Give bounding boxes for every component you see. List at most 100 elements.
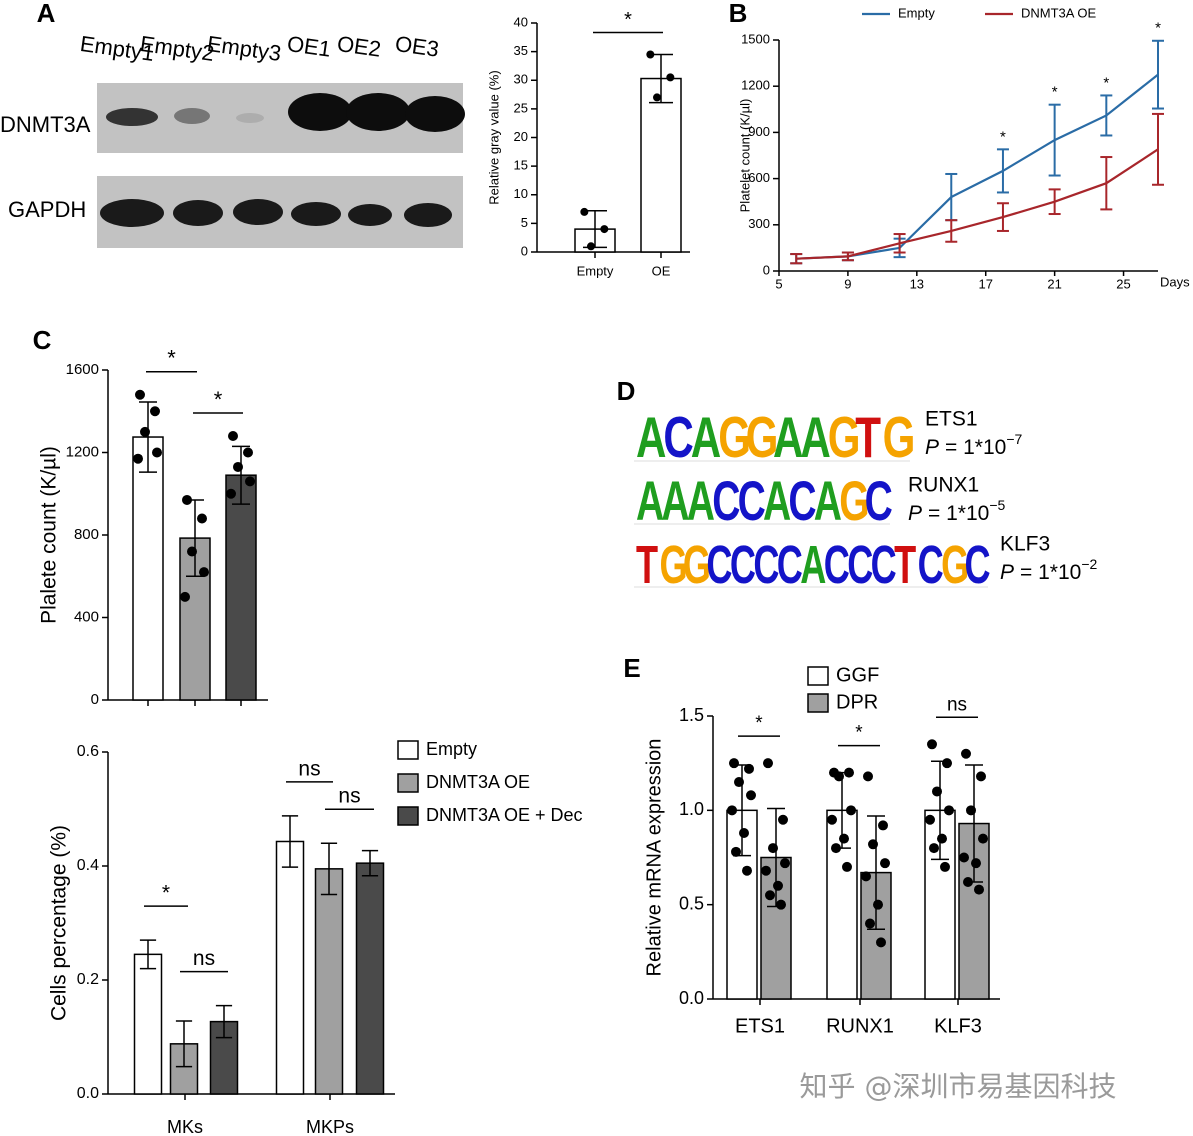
y-tick-label: 1200	[66, 443, 99, 460]
bar	[314, 868, 344, 1095]
data-point	[739, 827, 749, 838]
y-tick-label: 0	[763, 262, 770, 277]
p-symbol: P	[908, 502, 922, 525]
data-point	[963, 877, 973, 888]
motif-letter: A	[691, 404, 721, 469]
data-point	[927, 739, 937, 750]
data-point	[182, 494, 192, 505]
blot-band	[288, 93, 352, 131]
data-point	[844, 767, 854, 778]
y-tick-label: 0.6	[77, 743, 99, 760]
blot-row-label: DNMT3A	[0, 112, 91, 137]
motif-letter: A	[661, 471, 689, 532]
x-tick-label: MKs	[167, 1117, 203, 1136]
motif-letter: G	[746, 404, 779, 469]
data-point	[653, 93, 661, 102]
data-point	[873, 899, 883, 910]
legend-label: Empty	[898, 5, 935, 20]
motif-letter: G	[828, 404, 861, 469]
y-axis-label: Relative mRNA expression	[643, 739, 665, 977]
motif-letter: C	[663, 404, 693, 469]
data-point	[944, 805, 954, 816]
y-tick-label: 0.0	[77, 1085, 99, 1102]
y-tick-label: 5	[521, 215, 528, 230]
significance-label: *	[214, 387, 223, 412]
data-point	[243, 447, 253, 458]
x-tick-label: MKPs	[306, 1117, 354, 1136]
data-point	[768, 843, 778, 854]
data-point	[187, 546, 197, 557]
y-tick-label: 0.4	[77, 857, 99, 874]
significance-label: *	[755, 713, 763, 734]
blot-band	[346, 93, 410, 131]
x-tick-label: 5	[775, 276, 782, 291]
y-tick-label: 0	[521, 243, 528, 258]
y-tick-label: 1200	[741, 78, 770, 93]
motif-letter: A	[636, 471, 664, 532]
data-point	[971, 858, 981, 869]
y-tick-label: 0.0	[679, 988, 704, 1008]
y-tick-label: 10	[514, 186, 528, 201]
y-tick-label: 1.0	[679, 799, 704, 819]
motif-letter: A	[814, 471, 842, 532]
significance-label: *	[1000, 128, 1006, 145]
data-point	[842, 861, 852, 872]
motif-letter: A	[763, 471, 791, 532]
lane-label: OE3	[393, 31, 440, 62]
legend-swatch	[397, 806, 419, 826]
legend-label: DNMT3A OE + Dec	[426, 805, 583, 825]
motif-letter: C	[712, 471, 740, 532]
y-tick-label: 600	[748, 170, 770, 185]
significance-label: *	[1103, 74, 1109, 91]
data-point	[976, 771, 986, 782]
y-tick-label: 1.5	[679, 705, 704, 725]
data-point	[233, 461, 243, 472]
y-tick-label: 20	[514, 129, 528, 144]
x-tick-label: 25	[1116, 276, 1130, 291]
bar	[760, 856, 792, 1000]
data-point	[197, 513, 207, 524]
blot-band	[236, 113, 264, 123]
panel-label: E	[623, 653, 640, 683]
motif-letter: C	[777, 535, 803, 595]
data-point	[778, 814, 788, 825]
blot-band	[291, 202, 341, 226]
y-tick-label: 30	[514, 72, 528, 87]
legend-label: Empty	[426, 739, 477, 759]
legend-swatch	[397, 773, 419, 793]
data-point	[868, 839, 878, 850]
motif-letter: C	[824, 535, 850, 595]
x-tick-label: 13	[910, 276, 924, 291]
data-point	[961, 748, 971, 759]
motif-letter: A	[636, 404, 666, 469]
bar	[133, 953, 163, 1095]
data-point	[731, 846, 741, 857]
motif-letter: C	[706, 535, 732, 595]
blot-band	[348, 204, 392, 226]
motif-letter: A	[687, 471, 715, 532]
x-tick-label: Empty	[577, 263, 614, 278]
legend-label: DPR	[836, 691, 878, 713]
motif-name: KLF3	[1000, 533, 1050, 556]
data-point	[135, 389, 145, 400]
panel-label: D	[617, 376, 636, 406]
p-symbol: P	[925, 436, 939, 459]
x-tick-label: RUNX1	[826, 1015, 894, 1037]
data-point	[734, 777, 744, 788]
motif-letter: C	[918, 535, 944, 595]
p-exponent: −7	[1006, 431, 1022, 447]
y-tick-label: 900	[748, 124, 770, 139]
y-tick-label: 400	[74, 608, 99, 625]
data-point	[959, 852, 969, 863]
data-point	[729, 758, 739, 769]
y-tick-label: 35	[514, 43, 528, 58]
x-tick-label: 17	[978, 276, 992, 291]
significance-label: *	[162, 882, 170, 905]
significance-label: *	[624, 9, 632, 31]
data-point	[780, 858, 790, 869]
data-point	[199, 567, 209, 578]
data-point	[245, 476, 255, 487]
data-point	[666, 73, 675, 82]
motif-name: RUNX1	[908, 474, 979, 497]
